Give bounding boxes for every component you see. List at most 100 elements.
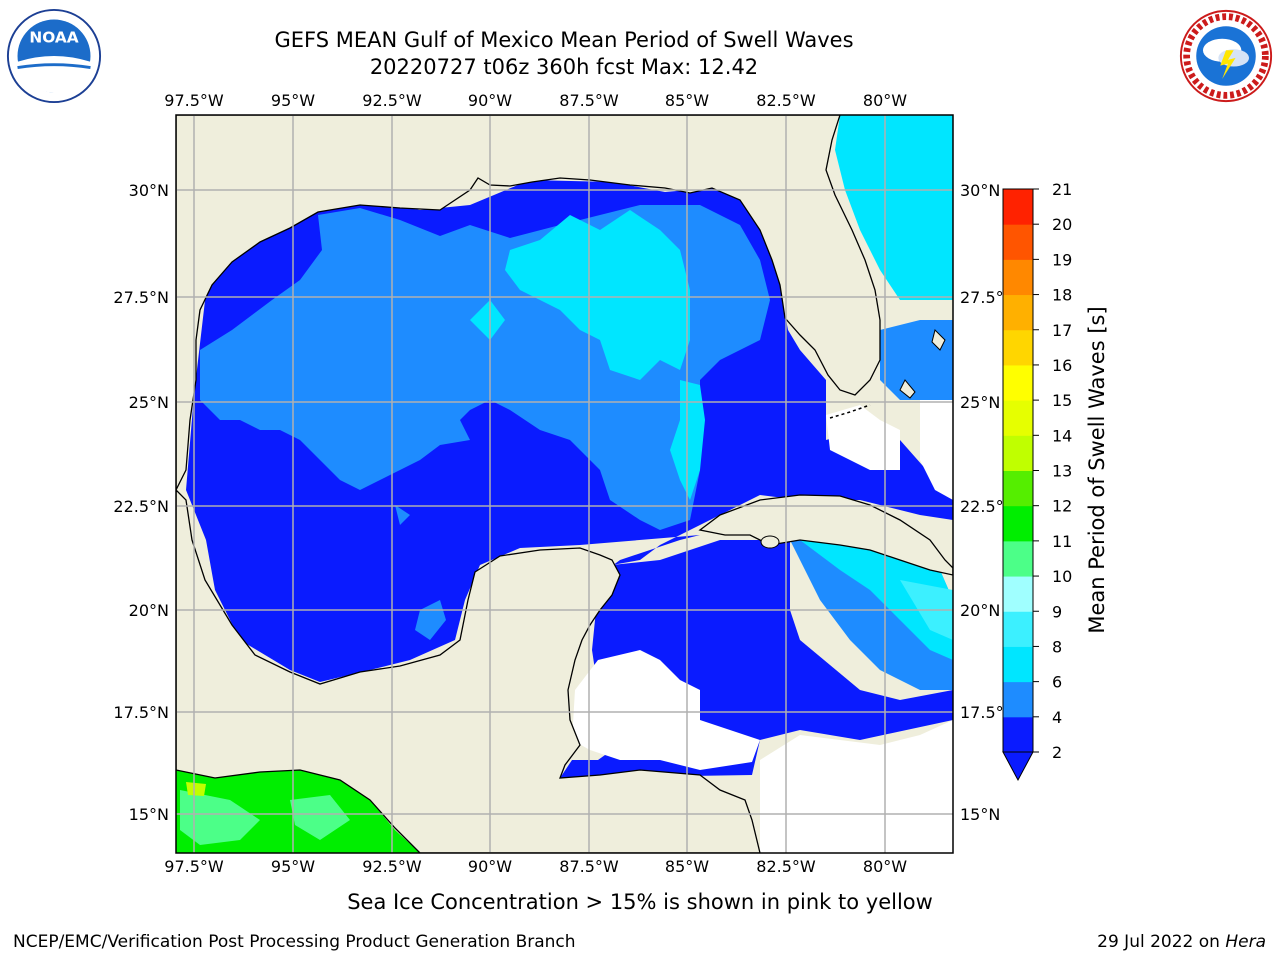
- colorbar-extend-triangle: [1002, 751, 1034, 782]
- latitude-label: 25°N: [129, 393, 169, 412]
- colorbar-tick-label: 11: [1052, 532, 1072, 551]
- colorbar-tick-label: 19: [1052, 250, 1072, 269]
- latitude-label: 27.5°N: [113, 288, 169, 307]
- latitude-label: 17.5°N: [113, 703, 169, 722]
- colorbar-tick-label: 20: [1052, 215, 1072, 234]
- longitude-label: 82.5°W: [756, 91, 816, 110]
- latitude-label: 30°N: [960, 181, 1000, 200]
- colorbar-tick-label: 13: [1052, 462, 1072, 481]
- longitude-label: 90°W: [468, 91, 512, 110]
- pacific-swell-9-10s: [180, 790, 260, 845]
- north-america-land: [176, 115, 881, 491]
- colorbar-tick-label: 14: [1052, 426, 1072, 445]
- footer-date-text: 29 Jul 2022 on: [1097, 932, 1226, 952]
- longitude-label: 90°W: [468, 857, 512, 876]
- colorbar-segment: [1003, 470, 1033, 507]
- colorbar-segment: [1003, 224, 1033, 260]
- swell-patch: [835, 115, 953, 300]
- colorbar-tick-label: 2: [1052, 743, 1062, 762]
- colorbar-segment: [1003, 400, 1033, 436]
- colorbar-segment: [1003, 364, 1033, 401]
- colorbar-segment: [1003, 611, 1033, 647]
- graticule: [176, 115, 953, 853]
- longitude-labels-bottom: 97.5°W 95°W 92.5°W 90°W 87.5°W 85°W 82.5°W 80°W: [164, 857, 907, 876]
- colorbar-segment: [1003, 259, 1033, 296]
- longitude-labels-top: 97.5°W 95°W 92.5°W 90°W 87.5°W 85°W 82.5°W 80°W: [164, 91, 907, 110]
- colorbar-segment: [1003, 716, 1033, 753]
- map-frame: [175, 114, 954, 854]
- no-data-area: [826, 405, 900, 470]
- colorbar-tick-label: 8: [1052, 637, 1062, 656]
- map-field: [176, 115, 953, 853]
- latitude-label: 20°N: [960, 601, 1000, 620]
- longitude-label: 97.5°W: [164, 91, 224, 110]
- colorbar-segment: [1003, 189, 1033, 225]
- longitude-label: 95°W: [271, 857, 315, 876]
- noaa-logo-icon: NOAA: [6, 8, 102, 104]
- colorbar-tick-label: 15: [1052, 391, 1072, 410]
- latitude-label: 30°N: [129, 181, 169, 200]
- footer-date: 29 Jul 2022 on Hera: [1097, 932, 1266, 952]
- colorbar-tick-label: 10: [1052, 567, 1072, 586]
- no-data-area: [920, 400, 953, 500]
- longitude-label: 92.5°W: [362, 857, 422, 876]
- colorbar-tick-label: 9: [1052, 602, 1062, 621]
- latitude-label: 25°N: [960, 393, 1000, 412]
- colorbar-segment: [1003, 505, 1033, 542]
- swell-patch: [880, 320, 953, 400]
- latitude-label: 20°N: [129, 601, 169, 620]
- colorbar-tick-label: 16: [1052, 356, 1072, 375]
- colorbar-segment: [1003, 435, 1033, 471]
- sea-ice-note: Sea Ice Concentration > 15% is shown in …: [347, 890, 933, 914]
- colorbar-tick-label: 21: [1052, 180, 1072, 199]
- colorbar-tick-label: 12: [1052, 497, 1072, 516]
- bahamas-land: [899, 379, 916, 399]
- florida-keys: [829, 404, 871, 419]
- gulf-swell-6-8s: [505, 210, 690, 380]
- latitude-label: 22.5°N: [960, 497, 1016, 516]
- no-data-area: [760, 720, 953, 853]
- colorbar-tick-label: 18: [1052, 286, 1072, 305]
- nws-logo-icon: [1179, 9, 1273, 103]
- longitude-label: 80°W: [863, 91, 907, 110]
- mexico-land: [176, 489, 761, 853]
- colorbar-tick-label: 17: [1052, 321, 1072, 340]
- colorbar-segment: [1003, 681, 1033, 718]
- island: [931, 329, 946, 351]
- swell-patch: [395, 505, 410, 525]
- isla-juventud: [760, 535, 780, 549]
- latitude-label: 27.5°N: [960, 288, 1016, 307]
- swell-patch: [470, 300, 505, 340]
- swell-patch: [186, 782, 206, 796]
- colorbar-segment: [1003, 540, 1033, 577]
- colorbar-segment: [1003, 294, 1033, 331]
- footer-host: Hera: [1225, 932, 1266, 952]
- map-subtitle: 20220727 t06z 360h fcst Max: 12.42: [369, 55, 759, 79]
- longitude-label: 80°W: [863, 857, 907, 876]
- latitude-label: 22.5°N: [113, 497, 169, 516]
- colorbar-tick-label: 6: [1052, 673, 1062, 692]
- longitude-label: 87.5°W: [559, 857, 619, 876]
- colorbar-segment: [1003, 329, 1033, 366]
- footer-credit: NCEP/EMC/Verification Post Processing Pr…: [13, 932, 576, 952]
- colorbar-tick-label: 4: [1052, 708, 1062, 727]
- latitude-label: 15°N: [960, 805, 1000, 824]
- longitude-label: 82.5°W: [756, 857, 816, 876]
- swell-patch: [290, 795, 350, 840]
- colorbar: 2 4 6 8 9 10 11 12 13 14 15 16 17 18 19 20 21: [1002, 180, 1072, 782]
- colorbar-segment: [1003, 576, 1033, 612]
- longitude-label: 97.5°W: [164, 857, 224, 876]
- colorbar-label: Mean Period of Swell Waves [s]: [1085, 306, 1109, 634]
- svg-text:NOAA: NOAA: [29, 29, 78, 47]
- latitude-label: 15°N: [129, 805, 169, 824]
- latitude-labels-right: 30°N 27.5°N 25°N 22.5°N 20°N 17.5°N 15°N: [960, 181, 1016, 824]
- colorbar-segment: [1003, 646, 1033, 683]
- no-data-area: [572, 650, 760, 770]
- latitude-label: 17.5°N: [960, 703, 1016, 722]
- map-title: GEFS MEAN Gulf of Mexico Mean Period of …: [274, 28, 854, 52]
- latitude-labels-left: 30°N 27.5°N 25°N 22.5°N 20°N 17.5°N 15°N: [113, 181, 169, 824]
- longitude-label: 85°W: [665, 857, 709, 876]
- longitude-label: 95°W: [271, 91, 315, 110]
- longitude-label: 87.5°W: [559, 91, 619, 110]
